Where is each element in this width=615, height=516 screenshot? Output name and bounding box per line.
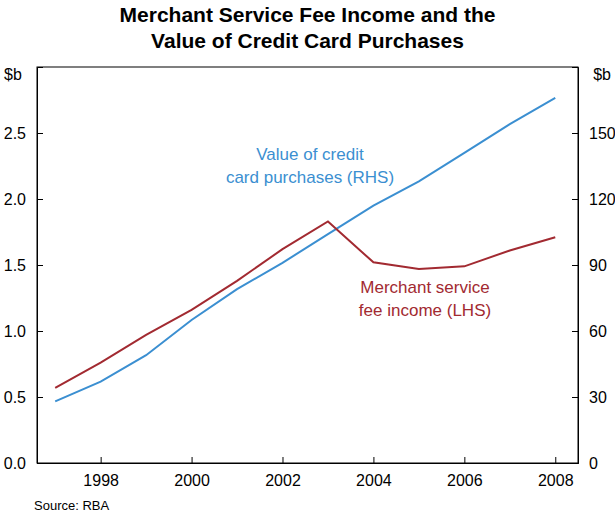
title: Merchant Service Fee Income and the Value… bbox=[120, 3, 496, 52]
y-tick: 2.5 bbox=[4, 125, 43, 142]
y-tick-mark bbox=[37, 397, 43, 398]
x-tick-label: 2002 bbox=[265, 472, 301, 489]
y-tick-label: 1.0 bbox=[4, 323, 26, 340]
x-tick: 2006 bbox=[447, 457, 483, 489]
series-line bbox=[55, 221, 555, 387]
y-tick-label: 0.0 bbox=[4, 455, 26, 472]
x-tick-mark bbox=[373, 457, 374, 463]
source: Source: RBA bbox=[34, 498, 109, 513]
y2-tick-mark bbox=[572, 133, 578, 134]
x-tick-label: 1998 bbox=[83, 472, 119, 489]
series-label-line: Merchant service bbox=[360, 278, 489, 297]
plot-frame bbox=[37, 67, 578, 463]
y2-tick-label: 0 bbox=[589, 455, 598, 472]
x-tick: 2000 bbox=[174, 457, 210, 489]
y-tick-label: 0.5 bbox=[4, 389, 26, 406]
x-tick-mark bbox=[555, 457, 556, 463]
y-tick: 0.5 bbox=[4, 389, 43, 406]
y2-tick-label: 30 bbox=[589, 389, 607, 406]
y-tick-mark bbox=[37, 199, 43, 200]
x-tick: 2002 bbox=[265, 457, 301, 489]
x-tick-mark bbox=[282, 457, 283, 463]
x-tick: 2004 bbox=[356, 457, 392, 489]
y2-unit: $b bbox=[593, 66, 611, 83]
series-label-line: card purchases (RHS) bbox=[226, 168, 394, 187]
y-axis: 0.0 0.5 1.0 1.5 2.0 2.5 bbox=[4, 68, 43, 472]
y2-tick-label: 90 bbox=[589, 257, 607, 274]
title-line: Value of Credit Card Purchases bbox=[151, 29, 464, 52]
y-tick: 2.0 bbox=[4, 191, 43, 208]
title-line: Merchant Service Fee Income and the bbox=[120, 3, 496, 26]
axis-line bbox=[38, 457, 579, 464]
series-label-line: fee income (LHS) bbox=[359, 301, 491, 320]
x-tick-mark bbox=[192, 457, 193, 463]
x-tick-label: 2006 bbox=[447, 472, 483, 489]
y-unit: $b bbox=[4, 66, 22, 83]
y-tick-label: 1.5 bbox=[4, 257, 26, 274]
y2-tick-label: 120 bbox=[589, 191, 615, 208]
x-tick-label: 2000 bbox=[174, 472, 210, 489]
x-tick-mark bbox=[464, 457, 465, 463]
y2-tick-mark bbox=[572, 397, 578, 398]
y-tick-label: 2.0 bbox=[4, 191, 26, 208]
y2-tick: 90 bbox=[572, 257, 607, 274]
y-tick-mark bbox=[37, 331, 43, 332]
x-tick: 2008 bbox=[538, 457, 574, 489]
x-tick-mark bbox=[101, 457, 102, 463]
y2-tick: 30 bbox=[572, 389, 607, 406]
series-label-line: Value of credit bbox=[256, 145, 364, 164]
y2-tick-mark bbox=[572, 199, 578, 200]
y2-tick-label: 60 bbox=[589, 323, 607, 340]
axis-line bbox=[572, 68, 579, 464]
chart: Merchant Service Fee Income and the Value… bbox=[0, 0, 615, 516]
y2-tick: 120 bbox=[572, 191, 615, 208]
y2-tick-label: 150 bbox=[589, 125, 615, 142]
x-tick: 1998 bbox=[83, 457, 119, 489]
axis-line bbox=[38, 68, 44, 464]
plot-area bbox=[55, 98, 555, 402]
y2-tick: 150 bbox=[572, 125, 615, 142]
x-tick-label: 2004 bbox=[356, 472, 392, 489]
x-axis: 1998 2000 2002 2004 2006 2008 bbox=[38, 457, 579, 489]
y-tick-mark bbox=[37, 133, 43, 134]
y-tick-label: 2.5 bbox=[4, 125, 26, 142]
y2-axis: 0 30 60 90 120 150 bbox=[572, 68, 615, 472]
series-label: Merchant service fee income (LHS) bbox=[359, 278, 491, 320]
y2-tick-mark bbox=[572, 265, 578, 266]
series-line bbox=[55, 98, 555, 402]
series-label: Value of credit card purchases (RHS) bbox=[226, 145, 394, 187]
y-tick: 1.5 bbox=[4, 257, 43, 274]
y2-tick-mark bbox=[572, 331, 578, 332]
y-tick-mark bbox=[37, 265, 43, 266]
y-tick: 1.0 bbox=[4, 323, 43, 340]
y2-tick: 60 bbox=[572, 323, 607, 340]
x-tick-label: 2008 bbox=[538, 472, 574, 489]
